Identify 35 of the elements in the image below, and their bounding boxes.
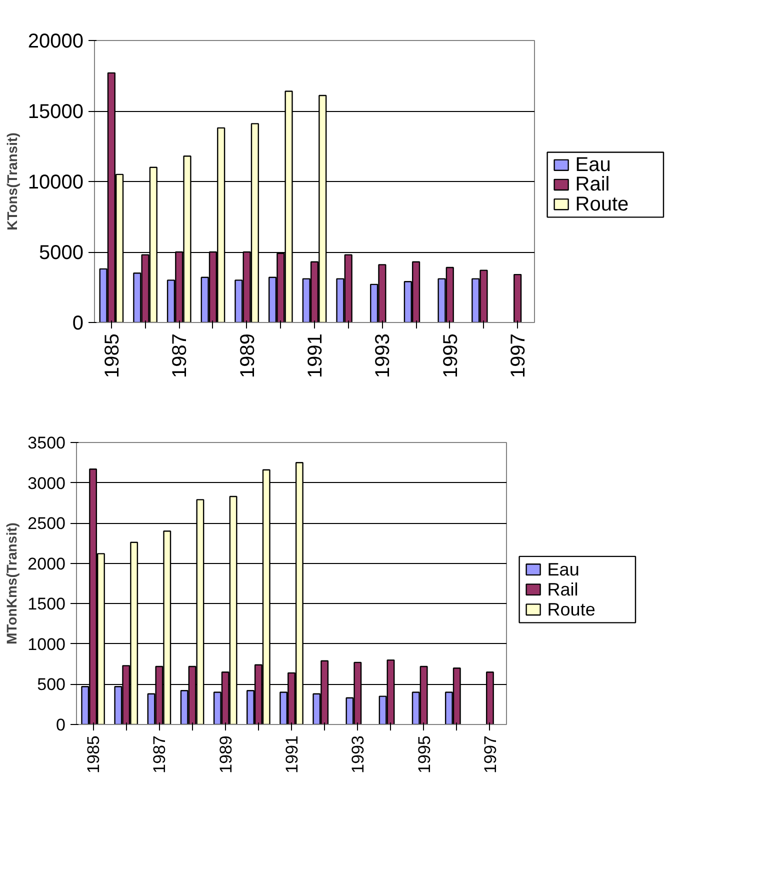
x-tick-label: 1997: [480, 735, 500, 774]
y-tick-label: 2500: [28, 514, 66, 534]
legend-label: Rail: [575, 174, 610, 196]
x-tick-label: 1997: [508, 333, 530, 378]
y-tick-label: 1500: [28, 594, 66, 614]
y-tick-label: 2000: [28, 554, 66, 574]
legend-label: Rail: [547, 580, 578, 600]
x-tick-label: 1989: [216, 735, 236, 774]
x-tick-label: 1993: [372, 333, 394, 378]
x-tick-label: 1993: [348, 735, 368, 774]
y-tick-label: 0: [72, 312, 84, 334]
x-tick-label: 1995: [440, 333, 462, 378]
y-tick-label: 20000: [28, 30, 84, 52]
x-tick-label: 1989: [236, 333, 259, 378]
y-tick-label: 5000: [39, 242, 84, 264]
x-tick-label: 1987: [150, 735, 170, 774]
legend-label: Route: [547, 600, 596, 620]
y-tick-label: 10000: [28, 172, 84, 194]
x-tick-label: 1991: [282, 735, 302, 774]
x-tick-label: 1995: [414, 735, 434, 774]
y-tick-label: 1000: [28, 634, 66, 654]
x-tick-label: 1985: [84, 735, 104, 774]
x-tick-label: 1987: [169, 333, 192, 378]
y-tick-label: 500: [37, 675, 66, 694]
x-tick-label: 1991: [304, 333, 326, 378]
y-axis-title: MTonKms(Transit): [4, 522, 20, 644]
legend-label: Route: [575, 193, 629, 216]
x-tick-label: 1985: [101, 333, 124, 378]
legend-label: Eau: [547, 560, 580, 580]
y-tick-label: 0: [56, 716, 66, 734]
y-tick-label: 15000: [28, 101, 84, 123]
y-tick-label: 3500: [28, 434, 66, 452]
y-tick-label: 3000: [28, 474, 66, 493]
legend-label: Eau: [575, 154, 611, 176]
y-axis-title: KTons(Transit): [4, 132, 20, 230]
